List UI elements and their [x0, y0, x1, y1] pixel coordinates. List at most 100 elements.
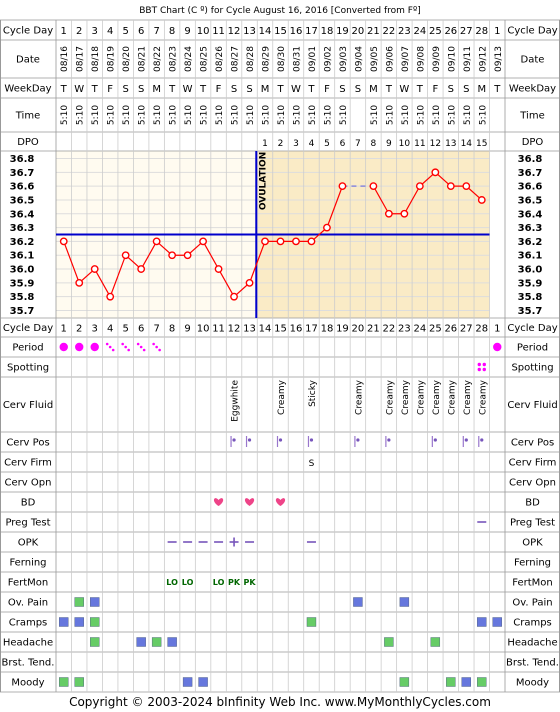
cycle-day-number: 10 [197, 26, 210, 37]
row-label-left-fertmon: FertMon [8, 578, 48, 589]
period-spot-dot [136, 342, 140, 346]
period-spot-dot [121, 342, 124, 346]
dpo-cell: 4 [309, 139, 315, 149]
cycle-day-number-bottom: 14 [259, 324, 272, 335]
cycle-day-number: 14 [259, 26, 272, 37]
date-cell: 08/28 [246, 46, 256, 72]
y-tick-left: 36.1 [10, 251, 35, 262]
date-cell: 08/26 [215, 46, 225, 72]
y-tick-left: 36.3 [10, 223, 35, 234]
weekday-cell: S [448, 84, 454, 95]
date-cell: 08/20 [122, 46, 132, 72]
cramps-box [74, 617, 84, 627]
dpo-cell: 14 [461, 139, 473, 149]
weekday-cell: F [107, 84, 113, 95]
temperature-point [369, 182, 378, 191]
date-cell: 09/04 [354, 46, 364, 72]
temperature-point [152, 237, 161, 246]
date-cell: 09/11 [463, 46, 473, 72]
cycle-day-number-bottom: 3 [92, 324, 98, 335]
cycle-day-number: 16 [290, 26, 303, 37]
fertmon-cell: LO [213, 578, 225, 587]
moody-box [59, 677, 69, 687]
row-label-left-spotting: Spotting [7, 363, 49, 374]
time-cell: 5:10 [308, 105, 318, 125]
date-cell: 09/10 [447, 46, 457, 72]
date-cell: 08/17 [76, 46, 86, 72]
cerv-pos-dot [278, 438, 283, 442]
time-cell: 5:10 [122, 105, 132, 125]
cycle-day-number-bottom: 21 [367, 324, 380, 335]
time-cell: 5:10 [478, 105, 488, 125]
date-cell: 09/12 [478, 46, 488, 72]
period-spot-dot [152, 342, 155, 346]
period-dot [75, 342, 84, 352]
temperature-point [261, 237, 269, 246]
cycle-day-number: 2 [76, 26, 82, 37]
weekday-cell: S [246, 84, 252, 95]
cycle-day-number: 27 [460, 26, 473, 37]
weekday-cell: T [91, 84, 99, 95]
y-tick-left: 35.7 [10, 306, 35, 317]
temperature-point [400, 209, 409, 218]
cerv-fluid-cell: Creamy [447, 379, 457, 415]
time-cell: 5:10 [339, 105, 349, 125]
y-tick-left: 36.6 [10, 182, 35, 193]
temperature-point [121, 251, 130, 260]
date-cell: 08/23 [169, 46, 179, 72]
cycle-day-number: 6 [138, 26, 144, 37]
dpo-cell: 15 [476, 139, 487, 149]
cycle-day-number-bottom: 12 [228, 324, 241, 335]
cycle-day-number-bottom: 4 [107, 324, 113, 335]
row-label-left-opk: OPK [18, 538, 39, 549]
period-spot-dot [158, 348, 161, 352]
cycle-day-number: 25 [429, 26, 442, 37]
period-spot-dot [108, 345, 112, 349]
cycle-day-number: 1 [61, 26, 67, 37]
temperature-point [106, 292, 115, 301]
cycle-day-number: 9 [184, 26, 190, 37]
temperature-point [431, 168, 440, 177]
cycle-day-number: 20 [352, 26, 365, 37]
row-label-right-cycle_day2: Cycle Day [507, 323, 557, 334]
period-spot-dot [124, 345, 127, 349]
moody-box [399, 677, 410, 687]
cramps-box [90, 617, 100, 627]
temperature-point [338, 182, 347, 191]
cerv-pos-dot [247, 438, 252, 442]
period-dot [90, 342, 99, 352]
row-label-right-cerv_fluid: Cerv Fluid [507, 400, 557, 411]
cycle-day-number: 21 [367, 26, 380, 37]
weekday-cell: F [324, 84, 330, 95]
dpo-cell: 9 [386, 139, 392, 149]
cycle-day-number: 26 [444, 26, 457, 37]
temperature-point [477, 196, 486, 204]
y-tick-left: 36.5 [10, 195, 35, 206]
y-tick-left: 36.8 [10, 154, 35, 165]
cerv-pos-dot [464, 438, 468, 442]
weekday-cell: S [231, 84, 237, 95]
cerv-pos-dot [356, 438, 360, 442]
cycle-day-number: 5 [122, 26, 128, 37]
date-cell: 09/09 [432, 46, 442, 72]
row-label-right-ov_pain: Ov. Pain [512, 598, 552, 609]
row-label-left-date: Date [16, 55, 40, 66]
temperature-point [199, 237, 207, 246]
time-cell: 5:10 [432, 105, 442, 125]
cycle-day-number-bottom: 11 [212, 324, 225, 335]
row-label-left-bd: BD [21, 498, 36, 509]
time-cell: 5:10 [370, 105, 380, 125]
spotting-dot [477, 367, 481, 372]
weekday-cell: M [261, 84, 270, 95]
y-tick-right: 36.4 [518, 209, 543, 220]
weekday-cell: M [152, 84, 161, 95]
cycle-day-number-bottom: 17 [305, 324, 318, 335]
row-label-left-weekday: WeekDay [4, 84, 51, 95]
fertmon-cell: LO [166, 578, 178, 587]
cycle-day-number-bottom: 27 [460, 324, 473, 335]
period-spot-dot [139, 345, 143, 349]
ov-pain-box [353, 597, 363, 607]
row-label-left-cerv_pos: Cerv Pos [6, 438, 49, 449]
time-cell: 5:10 [277, 105, 287, 125]
cerv-pos-dot [480, 438, 484, 442]
